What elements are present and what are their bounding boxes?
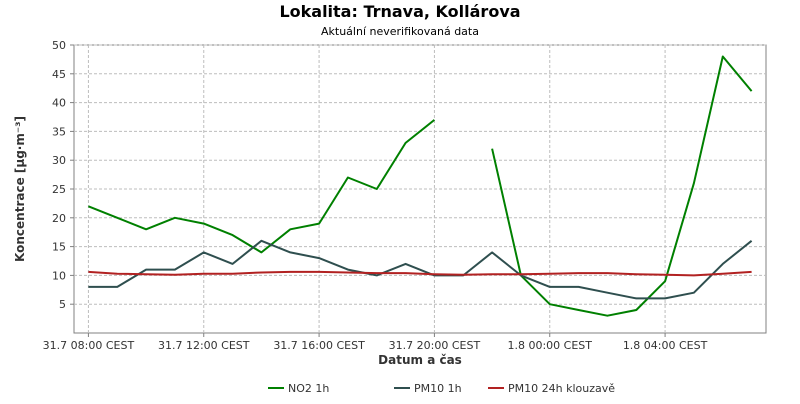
x-tick-label: 31.7 12:00 CEST bbox=[158, 339, 250, 352]
y-axis: 5 10 15 20 25 30 35 40 45 50 bbox=[52, 39, 74, 311]
y-tick-label: 5 bbox=[59, 298, 66, 311]
x-axis: 31.7 08:00 CEST 31.7 12:00 CEST 31.7 16:00… bbox=[43, 333, 708, 352]
y-tick-label: 40 bbox=[52, 97, 66, 110]
x-tick-label: 1.8 00:00 CEST bbox=[507, 339, 592, 352]
x-tick-label: 31.7 16:00 CEST bbox=[273, 339, 365, 352]
legend-label: NO2 1h bbox=[288, 382, 329, 395]
legend: NO2 1h PM10 1h PM10 24h klouzavě bbox=[268, 382, 615, 395]
chart-title: Lokalita: Trnava, Kollárova bbox=[279, 2, 520, 21]
y-tick-label: 10 bbox=[52, 269, 66, 282]
series-line-1 bbox=[88, 55, 753, 317]
y-axis-label: Koncentrace [µg·m⁻³] bbox=[13, 116, 27, 262]
grid-lines bbox=[74, 44, 766, 333]
y-tick-label: 20 bbox=[52, 212, 66, 225]
y-tick-label: 45 bbox=[52, 68, 66, 81]
series-group bbox=[88, 55, 753, 317]
y-tick-label: 15 bbox=[52, 241, 66, 254]
x-axis-label: Datum a čas bbox=[378, 353, 462, 367]
y-tick-label: 25 bbox=[52, 183, 66, 196]
x-tick-label: 1.8 04:00 CEST bbox=[623, 339, 708, 352]
y-tick-label: 35 bbox=[52, 125, 66, 138]
legend-label: PM10 1h bbox=[414, 382, 462, 395]
y-tick-label: 50 bbox=[52, 39, 66, 52]
series-line-3 bbox=[88, 270, 752, 277]
x-tick-label: 31.7 20:00 CEST bbox=[389, 339, 481, 352]
y-tick-label: 30 bbox=[52, 154, 66, 167]
series-line-2 bbox=[88, 239, 753, 300]
legend-label: PM10 24h klouzavě bbox=[508, 382, 615, 395]
x-tick-label: 31.7 08:00 CEST bbox=[43, 339, 135, 352]
chart-subtitle: Aktuální neverifikovaná data bbox=[321, 25, 479, 38]
